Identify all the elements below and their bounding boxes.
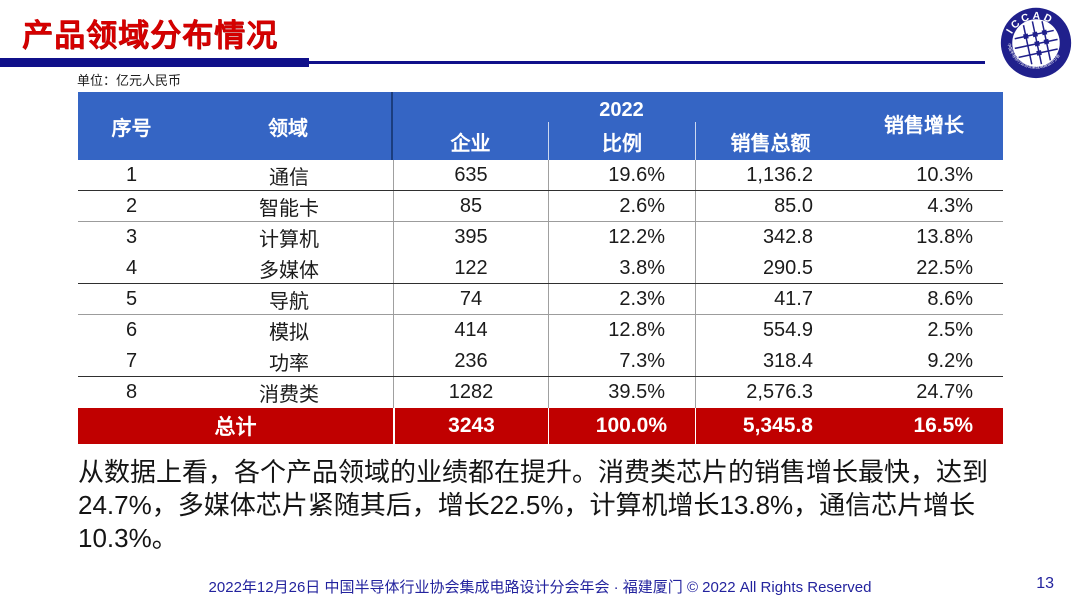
- total-share: 100.0%: [548, 408, 695, 444]
- cell-sales: 1,136.2: [695, 160, 845, 190]
- cell-sales: 41.7: [695, 284, 845, 314]
- cell-companies: 635: [393, 160, 548, 190]
- table-row: 7 功率 236 7.3% 318.4 9.2%: [78, 346, 1003, 377]
- cell-field: 消费类: [259, 384, 319, 406]
- cell-companies: 236: [393, 346, 548, 376]
- cell-sales: 2,576.3: [695, 377, 845, 408]
- title-rule-thick: [0, 58, 309, 67]
- header-sales: 销售总额: [695, 122, 845, 160]
- total-companies: 3243: [393, 408, 548, 444]
- cell-no: 4: [125, 256, 138, 279]
- cell-sales: 342.8: [695, 222, 845, 253]
- cell-growth: 9.2%: [927, 349, 973, 372]
- analysis-line: 24.7%，多媒体芯片紧随其后，增长22.5%，计算机增长13.8%，通信芯片增…: [78, 490, 976, 520]
- cell-field: 导航: [269, 290, 309, 313]
- unit-label: 单位：亿元人民币: [77, 73, 182, 88]
- cell-companies: 395: [393, 222, 548, 253]
- page-title: 产品领域分布情况: [22, 18, 278, 53]
- footer-text: 2022年12月26日 中国半导体行业协会集成电路设计分会年会 · 福建厦门 ©…: [208, 579, 872, 596]
- cell-share: 3.8%: [548, 253, 695, 283]
- cell-no: 5: [125, 287, 138, 310]
- cell-no: 7: [125, 349, 138, 372]
- cell-no: 6: [125, 319, 138, 341]
- cell-no: 3: [125, 226, 138, 248]
- cell-no: 1: [125, 163, 138, 186]
- cell-companies: 1282: [393, 377, 548, 408]
- header-year: 2022: [599, 98, 644, 121]
- analysis-paragraph: 从数据上看，各个产品领域的业绩都在提升。消费类芯片的销售增长最快，达到 24.7…: [78, 456, 988, 555]
- cell-growth: 10.3%: [916, 163, 973, 186]
- table-row: 4 多媒体 122 3.8% 290.5 22.5%: [78, 253, 1003, 284]
- cell-sales: 290.5: [695, 253, 845, 283]
- header-no: 序号: [111, 117, 152, 140]
- table-row: 1 通信 635 19.6% 1,136.2 10.3%: [78, 160, 1003, 191]
- header-growth: 销售增长: [884, 114, 964, 137]
- cell-sales: 318.4: [695, 346, 845, 376]
- cell-field: 多媒体: [259, 259, 319, 282]
- cell-field: 计算机: [259, 229, 319, 251]
- total-growth: 16.5%: [913, 414, 973, 437]
- cell-sales: 85.0: [695, 191, 845, 221]
- cell-no: 2: [125, 194, 138, 217]
- cell-growth: 2.5%: [927, 319, 973, 341]
- cell-share: 39.5%: [548, 377, 695, 408]
- cell-no: 8: [125, 381, 138, 403]
- cell-companies: 85: [393, 191, 548, 221]
- total-label: 总计: [214, 416, 257, 439]
- total-sales: 5,345.8: [695, 408, 845, 444]
- cell-growth: 4.3%: [927, 194, 973, 217]
- table-header: 序号 领域 2022 企业 比例 销售总额 销售增长: [78, 92, 1003, 160]
- cell-sales: 554.9: [695, 315, 845, 346]
- table-row: 5 导航 74 2.3% 41.7 8.6%: [78, 284, 1003, 315]
- cell-field: 智能卡: [259, 197, 319, 220]
- header-companies: 企业: [450, 132, 491, 155]
- cell-share: 12.2%: [548, 222, 695, 253]
- table-row: 3 计算机 395 12.2% 342.8 13.8%: [78, 222, 1003, 253]
- table-row: 8 消费类 1282 39.5% 2,576.3 24.7%: [78, 377, 1003, 408]
- analysis-line: 从数据上看，各个产品领域的业绩都在提升。消费类芯片的销售增长最快，达到: [78, 457, 989, 487]
- cell-field: 通信: [269, 166, 309, 189]
- data-table: 序号 领域 2022 企业 比例 销售总额 销售增长 1 通信 635 19.6…: [78, 92, 1003, 444]
- analysis-line: 10.3%。: [78, 523, 178, 553]
- cell-growth: 8.6%: [927, 287, 973, 310]
- table-total-row: 总计 3243 100.0% 5,345.8 16.5%: [78, 408, 1003, 444]
- page-number: 13: [1036, 575, 1054, 592]
- cell-share: 19.6%: [548, 160, 695, 190]
- table-row: 6 模拟 414 12.8% 554.9 2.5%: [78, 315, 1003, 346]
- cell-share: 2.6%: [548, 191, 695, 221]
- iccad-logo-icon: ICCAD 中国半导体行业协会集成电路设计分会: [1000, 7, 1072, 79]
- cell-companies: 414: [393, 315, 548, 346]
- cell-companies: 122: [393, 253, 548, 283]
- header-share: 比例: [548, 122, 695, 160]
- cell-share: 2.3%: [548, 284, 695, 314]
- cell-growth: 24.7%: [916, 381, 973, 403]
- title-rule-thin: [309, 61, 985, 64]
- cell-growth: 22.5%: [916, 256, 973, 279]
- cell-share: 7.3%: [548, 346, 695, 376]
- cell-growth: 13.8%: [916, 226, 973, 248]
- cell-share: 12.8%: [548, 315, 695, 346]
- cell-field: 功率: [269, 352, 309, 375]
- cell-field: 模拟: [269, 322, 309, 344]
- header-field: 领域: [185, 92, 393, 160]
- cell-companies: 74: [393, 284, 548, 314]
- table-row: 2 智能卡 85 2.6% 85.0 4.3%: [78, 191, 1003, 222]
